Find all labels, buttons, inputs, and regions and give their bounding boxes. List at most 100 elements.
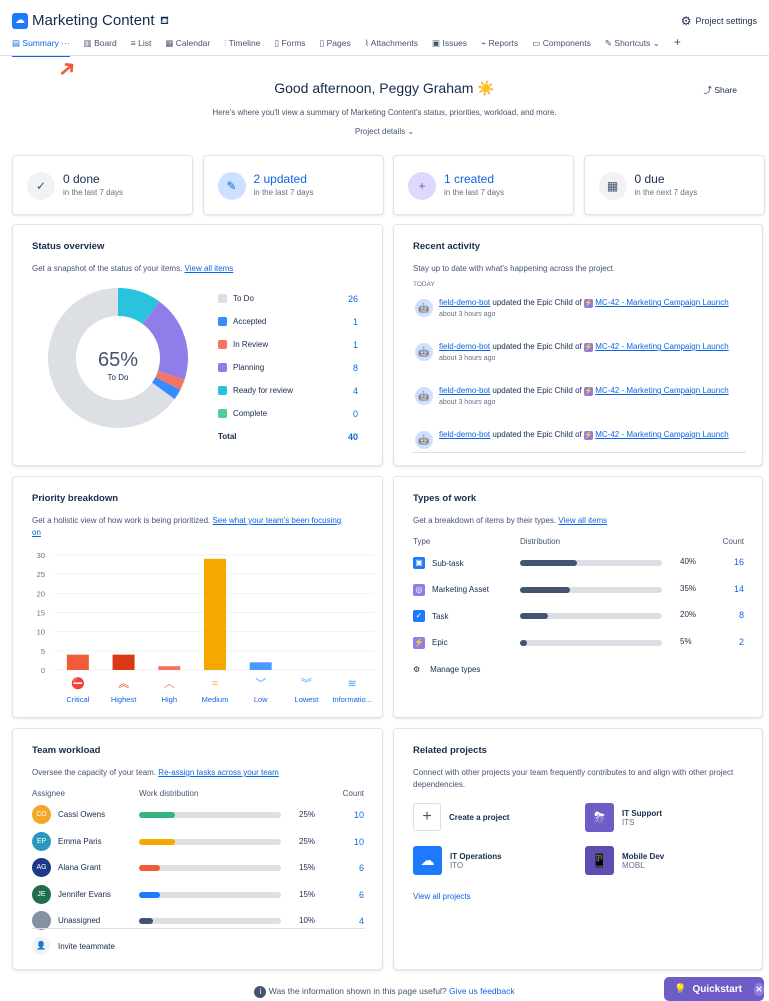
legend-count[interactable]: 0 [352, 409, 358, 419]
legend-count[interactable]: 26 [347, 294, 358, 304]
type-count[interactable]: 16 [733, 557, 744, 567]
epic-icon: ⚡ [584, 343, 594, 352]
invite-teammate-button[interactable]: 👤 Invite teammate [32, 937, 115, 955]
tab-timeline[interactable]: ⫶ Timeline [224, 38, 261, 48]
tab-components[interactable]: ▭ Components [532, 38, 591, 48]
legend-item[interactable]: In Review [218, 340, 268, 349]
bar-highest[interactable] [112, 654, 135, 670]
donut-slice-in-review[interactable] [155, 370, 185, 390]
stat-card[interactable]: ✓ 0 done in the last 7 days [12, 155, 193, 215]
x-tick-label[interactable]: Low [254, 695, 268, 704]
view-all-items-link[interactable]: View all items [558, 516, 608, 525]
type-count[interactable]: 2 [738, 636, 744, 647]
x-tick-label[interactable]: Medium [202, 695, 229, 704]
assignee-item[interactable]: EP Emma Paris [32, 831, 102, 851]
x-tick-label[interactable]: Highest [111, 695, 137, 704]
user-link[interactable]: field-demo-bot [439, 386, 491, 395]
issue-link[interactable]: MC-42 - Marketing Campaign Launch [595, 298, 729, 307]
assignee-item[interactable]: JE Jennifer Evans [32, 884, 111, 904]
more-icon[interactable]: ··· [61, 38, 70, 48]
x-tick-label[interactable]: Informatio... [332, 695, 372, 704]
user-link[interactable]: field-demo-bot [439, 298, 491, 307]
project-logo: ☁ [12, 13, 28, 29]
legend-item[interactable]: Ready for review [218, 386, 293, 395]
workload-count[interactable]: 6 [358, 863, 364, 873]
donut-slice-accepted[interactable] [151, 377, 181, 400]
activity-item: field-demo-bot updated the Epic Child of… [439, 430, 729, 440]
tab-pages[interactable]: ▯ Pages [319, 38, 351, 48]
quickstart-button[interactable]: 💡 Quickstart ✕ [664, 977, 764, 1001]
issue-link[interactable]: MC-42 - Marketing Campaign Launch [595, 342, 729, 351]
legend-item[interactable]: Planning [218, 363, 264, 372]
legend-item[interactable]: To Do [218, 294, 254, 303]
view-all-projects-link[interactable]: View all projects [413, 892, 471, 901]
bar-low[interactable] [249, 662, 272, 670]
user-link[interactable]: field-demo-bot [439, 430, 491, 439]
tab-board[interactable]: ▥ Board [83, 38, 117, 48]
type-item[interactable]: ⚡ Epic [413, 636, 448, 649]
assignee-item[interactable]: AG Alana Grant [32, 858, 101, 877]
workload-count[interactable]: 10 [353, 810, 364, 820]
assignee-item[interactable]: Unassigned [32, 911, 100, 930]
related-project[interactable]: 📱 Mobile Dev MOBL [585, 846, 664, 875]
donut-slice-ready-for-review[interactable] [118, 288, 160, 325]
user-link[interactable]: field-demo-bot [439, 342, 491, 351]
x-tick-label[interactable]: Lowest [295, 695, 320, 704]
donut-slice-to-do[interactable] [47, 288, 175, 428]
issue-link[interactable]: MC-42 - Marketing Campaign Launch [595, 386, 729, 395]
tab-icon: ⫶ [224, 38, 227, 48]
workload-count[interactable]: 6 [358, 889, 364, 900]
manage-types-button[interactable]: ⚙ Manage types [413, 665, 481, 674]
stat-card[interactable]: ▦ 0 due in the next 7 days [583, 155, 765, 215]
donut-center-percent: 65% [97, 349, 139, 371]
legend-count[interactable]: 4 [352, 386, 358, 396]
stat-card[interactable]: ✎ 2 updated in the last 7 days [202, 155, 384, 215]
tab-list[interactable]: ≡ List [130, 38, 152, 48]
feedback-link[interactable]: Give us feedback [448, 986, 515, 996]
legend-count[interactable]: 1 [352, 317, 358, 327]
y-tick-label: 30 [37, 551, 45, 560]
tab-summary[interactable]: ▤ Summary ··· [12, 38, 70, 57]
workload-count[interactable]: 4 [358, 916, 364, 926]
related-project[interactable]: ☁ IT Operations ITO [413, 846, 502, 875]
tab-forms[interactable]: ▯ Forms [274, 38, 306, 48]
assignee-item[interactable]: CO Cassi Owens [32, 805, 105, 824]
view-all-items-link[interactable]: View all items [184, 264, 234, 273]
epic-icon: ⚡ [584, 431, 594, 440]
type-count[interactable]: 8 [738, 610, 744, 620]
issue-link[interactable]: MC-42 - Marketing Campaign Launch [595, 430, 729, 439]
workload-percent: 25% [299, 810, 316, 819]
create-project-button[interactable]: + Create a project [413, 803, 509, 831]
related-project[interactable]: ⛈ IT Support ITS [585, 803, 662, 832]
bar-critical[interactable] [66, 654, 89, 670]
legend-count[interactable]: 8 [352, 363, 358, 373]
workload-count[interactable]: 10 [353, 836, 364, 847]
project-details-toggle[interactable]: Project details ⌄ [354, 127, 415, 136]
project-settings-button[interactable]: ⚙ Project settings [680, 14, 757, 28]
type-item[interactable]: ◎ Marketing Asset [413, 583, 489, 596]
donut-slice-planning[interactable] [142, 301, 188, 380]
tab-calendar[interactable]: ▦ Calendar [165, 38, 211, 48]
close-icon[interactable]: ✕ [753, 982, 764, 996]
tab-attachments[interactable]: ⌇ Attachments [364, 38, 419, 48]
add-tab-button[interactable]: + [673, 35, 681, 49]
tab-reports[interactable]: ⌁ Reports [481, 38, 519, 48]
x-tick-label[interactable]: High [162, 695, 177, 704]
reassign-link[interactable]: Re-assign tasks across your team [158, 768, 279, 777]
legend-count[interactable]: 1 [352, 340, 358, 350]
bar-medium[interactable] [204, 558, 226, 670]
total-count[interactable]: 40 [347, 432, 358, 442]
legend-item[interactable]: Accepted [218, 317, 266, 326]
share-button[interactable]: ⤴ Share [703, 85, 737, 95]
bar-high[interactable] [158, 666, 181, 670]
x-tick-label[interactable]: Critical [66, 695, 89, 704]
tab-issues[interactable]: ▣ Issues [432, 38, 468, 48]
type-count[interactable]: 14 [733, 583, 744, 594]
tab-shortcuts[interactable]: ✎ Shortcuts ⌄ [604, 38, 660, 48]
stat-card[interactable]: +1 created in the last 7 days [393, 155, 574, 215]
type-item[interactable]: ✓ Task [413, 610, 448, 622]
legend-item[interactable]: Complete [218, 409, 267, 418]
focus-link[interactable]: See what your team's been focusing on [32, 516, 342, 537]
theme-icon[interactable]: ⛾ [160, 15, 169, 27]
type-item[interactable]: ▣ Sub-task [413, 557, 464, 569]
